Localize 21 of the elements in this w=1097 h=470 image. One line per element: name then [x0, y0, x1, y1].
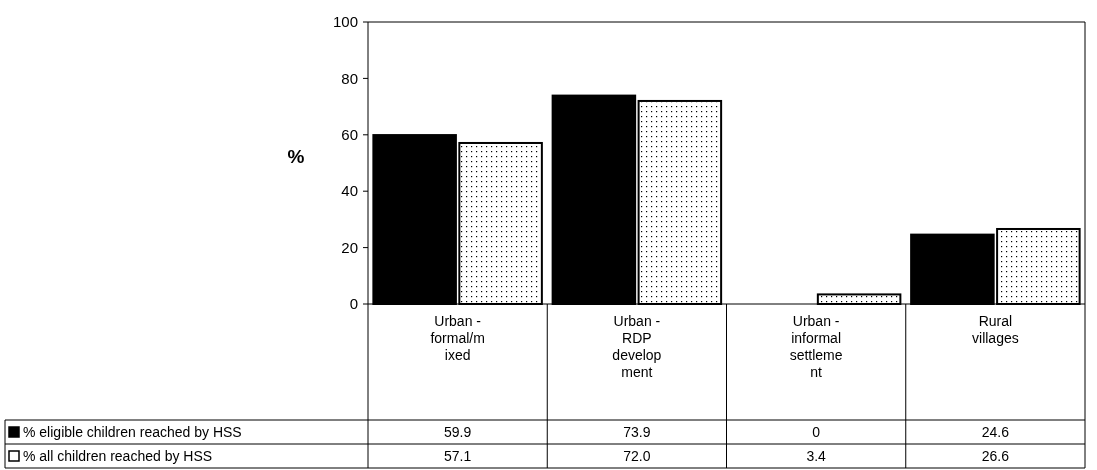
- y-tick-label: 80: [341, 69, 358, 87]
- data-label: 72.0: [623, 448, 651, 464]
- x-tick-label: Urban - informal settlement: [789, 313, 843, 380]
- data-label: 59.9: [444, 424, 472, 440]
- data-label: 0: [812, 424, 821, 440]
- data-label: 26.6: [981, 448, 1010, 464]
- y-tick-label: 100: [332, 13, 358, 31]
- x-tick-label: Urban - formal/mixed: [430, 313, 485, 363]
- data-label: 73.9: [623, 424, 651, 440]
- data-label: 57.1: [444, 448, 472, 464]
- legend-label: % eligible children reached by HSS: [23, 424, 242, 440]
- x-tick-label: Rural villages: [972, 313, 1019, 346]
- y-tick-label: 0: [349, 295, 358, 313]
- y-tick-label: 40: [341, 182, 358, 200]
- x-tick-label: Urban - RDP development: [612, 313, 662, 380]
- data-label: 24.6: [981, 424, 1010, 440]
- y-tick-label: 20: [341, 238, 358, 256]
- y-axis-title: %: [287, 146, 305, 167]
- data-label: 3.4: [806, 448, 827, 464]
- legend-label: % all children reached by HSS: [23, 448, 213, 464]
- y-tick-label: 60: [341, 126, 358, 144]
